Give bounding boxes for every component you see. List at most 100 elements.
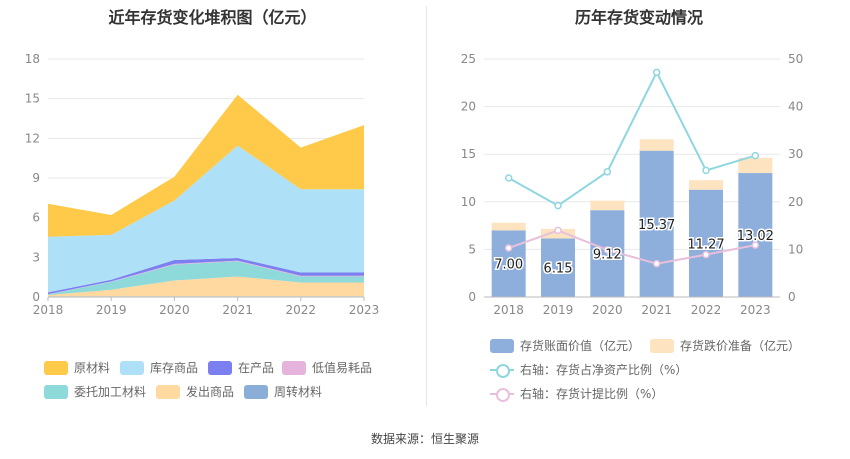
legend-swatch: [650, 338, 674, 353]
y-tick-label: 0: [32, 290, 40, 304]
legend-swatch: [244, 384, 268, 399]
bar-value-label: 13.02: [737, 229, 774, 244]
x-tick-label: 2023: [740, 303, 771, 317]
legend-swatch: [156, 384, 180, 399]
legend-item-net-asset-ratio[interactable]: 右轴：存货占净资产比例（%）: [490, 361, 687, 378]
x-tick-label: 2019: [96, 303, 127, 317]
line-point: [751, 151, 760, 160]
x-tick-label: 2018: [33, 303, 64, 317]
legend-label: 发出商品: [186, 385, 235, 399]
y-left-tick-label: 25: [461, 52, 476, 66]
left-chart-title: 近年存货变化堆积图（亿元）: [108, 8, 317, 27]
legend-label: 在产品: [238, 361, 275, 375]
bar-impairment: [491, 222, 526, 231]
line-point: [554, 226, 562, 235]
bar-book-value: [689, 189, 723, 297]
bar-line-chart: 0 5 10 15 20 25 0 10 20 30 40 50 2018 2019 2020 2021 202…: [461, 52, 804, 317]
x-tick-label: 2019: [543, 303, 574, 317]
line-point: [702, 250, 710, 259]
y-tick-label: 3: [32, 250, 40, 264]
bar-value-label: 15.37: [638, 218, 675, 233]
legend-swatch: [208, 360, 232, 375]
y-left-tick-label: 10: [461, 195, 476, 209]
legend-swatch: [282, 360, 306, 375]
right-chart-title: 历年存货变动情况: [574, 8, 703, 27]
y-tick-label: 18: [25, 52, 40, 66]
legend-label: 存货跌价准备（亿元）: [680, 339, 801, 353]
legend-label: 存货账面价值（亿元）: [520, 339, 641, 353]
line-provision-ratio: [508, 229, 756, 265]
x-tick-label: 2021: [641, 303, 672, 317]
x-tick-label: 2023: [349, 303, 380, 317]
data-source: 数据来源：恒生聚源: [370, 432, 479, 446]
line-point: [554, 201, 562, 210]
legend-swatch: [120, 360, 144, 375]
area-原材料: [48, 94, 364, 237]
legend-item-consigned[interactable]: 委托加工材料: [44, 383, 146, 400]
x-tick-label: 2020: [592, 303, 623, 317]
y-right-tick-label: 40: [788, 100, 803, 114]
legend-label: 低值易耗品: [312, 361, 373, 375]
x-tick-label: 2018: [493, 303, 524, 317]
y-left-tick-label: 20: [461, 100, 476, 114]
y-tick-label: 12: [25, 131, 40, 145]
legend-label: 右轴：存货计提比例（%）: [520, 387, 664, 401]
line-point: [652, 68, 661, 77]
stacked-area-chart: 0 3 6 9 12 15 18 2018 2019 2020 2021 2022 2023: [25, 52, 380, 317]
area-库存商品: [48, 145, 364, 293]
y-tick-label: 15: [25, 92, 40, 106]
legend-item-finished-goods[interactable]: 库存商品: [120, 359, 198, 376]
bar-book-value: [738, 173, 773, 297]
y-right-tick-label: 30: [788, 147, 803, 161]
legend-item-turnover[interactable]: 周转材料: [244, 383, 322, 400]
legend-line-swatch: [490, 363, 514, 378]
bar-value-label: 9.12: [593, 248, 622, 263]
panel-divider: [426, 6, 427, 406]
legend-swatch: [44, 384, 68, 399]
bar-book-value: [639, 150, 674, 297]
line-point: [751, 241, 760, 249]
bar-impairment: [590, 200, 625, 211]
y-left-tick-label: 0: [468, 290, 476, 304]
legend-label: 周转材料: [274, 385, 323, 399]
legend-swatch: [44, 360, 68, 375]
bar-impairment: [689, 180, 723, 190]
legend-swatch: [490, 338, 514, 353]
line-point: [603, 168, 612, 176]
line-point: [504, 244, 513, 252]
x-tick-label: 2022: [286, 303, 317, 317]
bar-book-value: [491, 230, 526, 297]
y-tick-label: 9: [32, 171, 40, 185]
legend-item-book-value[interactable]: 存货账面价值（亿元）: [490, 337, 640, 354]
x-tick-label: 2022: [691, 303, 722, 317]
y-left-tick-label: 15: [461, 147, 476, 161]
area-发出商品: [48, 276, 364, 297]
legend-item-wip[interactable]: 在产品: [208, 359, 274, 376]
right-legend: 存货账面价值（亿元） 存货跌价准备（亿元） 右轴：存货占净资产比例（%） 右轴：…: [428, 333, 850, 403]
y-right-tick-label: 10: [788, 242, 803, 256]
legend-item-shipped[interactable]: 发出商品: [156, 383, 234, 400]
legend-label: 右轴：存货占净资产比例（%）: [520, 363, 688, 377]
x-tick-label: 2021: [222, 303, 253, 317]
legend-line-swatch: [490, 387, 514, 402]
legend-item-raw-material[interactable]: 原材料: [44, 359, 110, 376]
x-tick-label: 2020: [159, 303, 190, 317]
bar-impairment: [639, 139, 674, 151]
legend-item-low-value[interactable]: 低值易耗品: [282, 359, 372, 376]
line-point: [702, 166, 710, 175]
inventory-change-panel: 历年存货变动情况 0 5 10 15 20 25 0 10 20 30 40 50 2018 2019 20…: [428, 0, 850, 420]
legend-item-impairment[interactable]: 存货跌价准备（亿元）: [650, 337, 800, 354]
legend-label: 委托加工材料: [74, 385, 147, 399]
line-point: [504, 174, 513, 182]
bar-impairment: [738, 157, 773, 174]
legend-item-provision-ratio[interactable]: 右轴：存货计提比例（%）: [490, 385, 663, 402]
stacked-area-panel: 近年存货变化堆积图（亿元） 0 3 6 9 12 15 18 2018 2019 2020 2021…: [0, 0, 425, 420]
line-point: [603, 246, 612, 254]
y-right-tick-label: 20: [788, 195, 803, 209]
legend-label: 库存商品: [150, 361, 199, 375]
line-point: [652, 259, 661, 268]
bar-value-label: 11.27: [687, 237, 724, 252]
bar-book-value: [541, 238, 575, 297]
line-net-asset-ratio: [508, 70, 756, 207]
y-right-tick-label: 50: [788, 52, 803, 66]
